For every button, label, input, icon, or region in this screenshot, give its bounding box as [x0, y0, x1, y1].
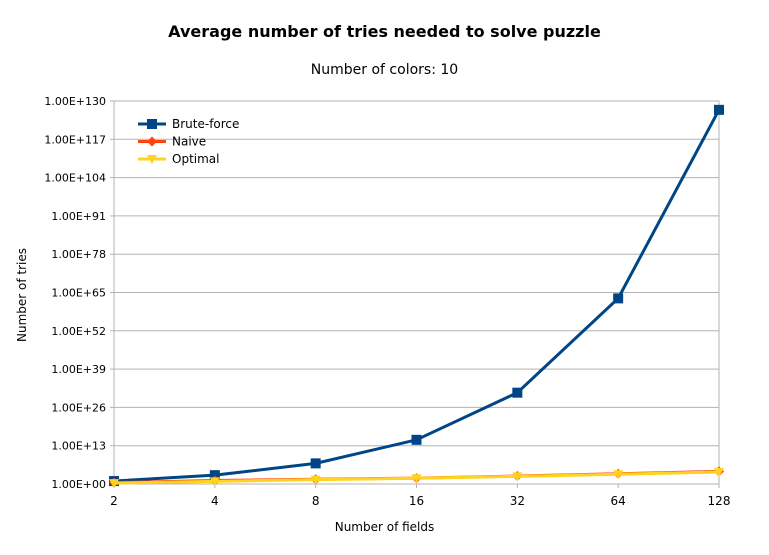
legend: Brute-force Naive Optimal [138, 117, 239, 166]
x-tick-label: 64 [611, 494, 626, 508]
y-tick-label: 1.00E+91 [51, 210, 106, 223]
legend-label-brute-force: Brute-force [172, 117, 239, 131]
x-tick-label: 8 [312, 494, 320, 508]
y-tick-label: 1.00E+00 [51, 478, 106, 491]
legend-label-optimal: Optimal [172, 152, 219, 166]
chart-subtitle: Number of colors: 10 [310, 62, 459, 78]
y-tick-label: 1.00E+104 [44, 172, 106, 185]
data-point-optimal [209, 477, 220, 487]
x-axis-label: Number of fields [334, 520, 435, 534]
x-tick-label: 4 [211, 494, 219, 508]
legend-marker-brute-force [147, 119, 157, 129]
y-tick-label: 1.00E+117 [44, 133, 106, 146]
data-point-brute-force [411, 434, 422, 445]
legend-marker-naive [147, 136, 157, 147]
x-tick-label: 128 [708, 494, 731, 508]
chart-title: Average number of tries needed to solve … [168, 22, 601, 41]
data-point-optimal [613, 470, 624, 480]
legend-label-naive: Naive [172, 135, 206, 149]
data-point-brute-force [613, 293, 624, 304]
data-point-optimal [109, 479, 119, 489]
data-point-brute-force [209, 470, 220, 481]
y-tick-label: 1.00E+39 [51, 363, 106, 376]
x-tick-label: 16 [409, 494, 424, 508]
y-tick-label: 1.00E+78 [51, 248, 106, 261]
data-point-optimal [512, 472, 523, 482]
y-tick-label: 1.00E+130 [44, 95, 106, 108]
data-point-optimal [714, 467, 724, 477]
y-tick-label: 1.00E+26 [51, 401, 106, 414]
data-point-brute-force [310, 458, 321, 469]
y-tick-label: 1.00E+52 [51, 325, 106, 338]
data-point-brute-force [714, 104, 724, 115]
x-tick-label: 32 [510, 494, 525, 508]
y-tick-label: 1.00E+13 [51, 440, 106, 453]
data-point-optimal [411, 474, 422, 484]
data-point-optimal [310, 475, 321, 485]
y-tick-label: 1.00E+65 [51, 287, 106, 300]
x-tick-label: 2 [110, 494, 118, 508]
legend-marker-optimal [147, 155, 157, 164]
data-point-brute-force [512, 387, 523, 398]
